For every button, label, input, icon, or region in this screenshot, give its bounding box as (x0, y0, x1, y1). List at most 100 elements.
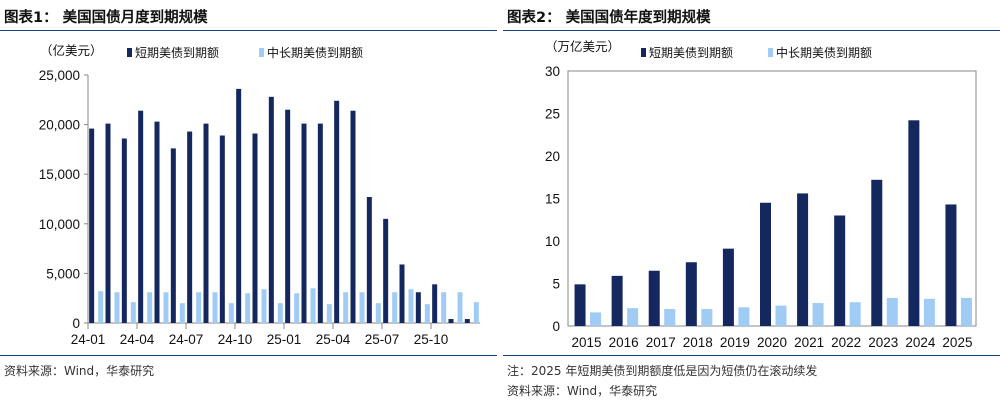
bar-long-term (277, 303, 283, 323)
bar-short-term (121, 138, 127, 323)
bar-long-term (849, 302, 861, 326)
title-rule (503, 30, 1000, 31)
y-tick-label: 15 (545, 192, 560, 207)
bar-long-term (310, 288, 316, 323)
y-tick-label: 10,000 (39, 217, 80, 232)
bar-long-term (130, 302, 136, 323)
legend-label-long-term: 中长期美债到期额 (267, 45, 363, 60)
y-tick-label: 25 (545, 107, 560, 122)
y-tick-label: 10 (545, 234, 560, 249)
bar-short-term (722, 248, 734, 326)
bar-short-term (285, 109, 291, 323)
x-tick-label: 2023 (868, 335, 898, 350)
bar-short-term (648, 270, 660, 326)
bar-short-term (366, 197, 372, 323)
x-tick-label: 2021 (794, 335, 824, 350)
bar-short-term (399, 264, 405, 323)
x-tick-label: 2018 (683, 335, 713, 350)
bar-long-term (228, 303, 234, 323)
bar-short-term (448, 319, 454, 323)
bar-short-term (219, 135, 225, 323)
x-tick-label: 2019 (720, 335, 750, 350)
bar-short-term (797, 193, 809, 326)
y-tick-label: 5 (552, 277, 560, 292)
bar-short-term (187, 131, 193, 323)
bar-long-term (441, 292, 447, 323)
y-tick-label: 30 (545, 64, 560, 79)
bar-long-term (392, 292, 398, 323)
y-axis-unit: （万亿美元） (545, 39, 620, 54)
bar-short-term (317, 123, 323, 323)
bar-long-term (147, 292, 153, 323)
x-tick-label: 25-10 (414, 332, 449, 347)
bar-long-term (590, 312, 602, 326)
x-tick-label: 24-07 (169, 332, 204, 347)
bar-short-term (945, 204, 957, 326)
bar-long-term (163, 292, 169, 323)
monthly-maturity-chart: （亿美元） 短期美债到期额 中长期美债到期额 0 5,000 10,000 15,000 20… (39, 43, 480, 347)
x-tick-label: 24-10 (218, 332, 253, 347)
bar-short-term (685, 262, 697, 326)
x-tick-label: 2020 (757, 335, 787, 350)
source-rule (503, 355, 1000, 356)
legend-label-short-term: 短期美债到期额 (649, 46, 733, 60)
bar-long-term (294, 293, 300, 323)
bar-long-term (627, 308, 639, 326)
bar-short-term (611, 275, 623, 326)
bar-long-term (424, 304, 430, 323)
bar-short-term (760, 202, 771, 326)
bar-short-term (138, 110, 144, 323)
bar-short-term (432, 284, 438, 323)
bar-short-term (89, 128, 95, 323)
legend-swatch-long-term (768, 48, 773, 57)
y-tick-label: 15,000 (39, 167, 80, 182)
bar-long-term (326, 304, 332, 323)
legend-swatch-long-term (259, 48, 264, 57)
bar-long-term (701, 309, 713, 326)
bar-long-term (812, 303, 824, 326)
bar-short-term (574, 284, 586, 326)
bar-short-term (203, 123, 209, 323)
source-note: 资料来源：Wind，华泰研究 (4, 364, 155, 378)
y-tick-label: 5,000 (46, 266, 80, 281)
bar-long-term (196, 292, 202, 323)
bar-long-term (923, 298, 935, 326)
bar-short-term (236, 88, 242, 323)
y-tick-label: 25,000 (39, 68, 80, 83)
bar-short-term (105, 123, 111, 323)
legend-swatch-short-term (127, 48, 132, 57)
bar-short-term (268, 96, 274, 323)
bar-short-term (350, 110, 356, 323)
figure-title: 图表2： 美国国债年度到期规模 (507, 10, 711, 26)
x-tick-label: 2025 (942, 335, 972, 350)
bar-long-term (114, 292, 120, 323)
y-tick-label: 20,000 (39, 118, 80, 133)
y-tick-label: 0 (552, 319, 560, 334)
footnote: 注：2025 年短期美债到期额度低是因为短债仍在滚动续发 (507, 364, 818, 378)
bar-long-term (375, 303, 381, 323)
bar-short-term (383, 218, 389, 323)
bar-short-term (154, 121, 160, 324)
bar-short-term (334, 100, 340, 324)
y-tick-label: 0 (72, 316, 80, 331)
bar-short-term (464, 319, 470, 323)
bar-long-term (359, 292, 365, 323)
bar-long-term (457, 292, 463, 323)
x-tick-label: 2022 (831, 335, 861, 350)
x-tick-label: 25-01 (267, 332, 302, 347)
y-tick-label: 20 (545, 149, 560, 164)
figure-title: 图表1： 美国国债月度到期规模 (4, 10, 208, 26)
bar-long-term (775, 305, 787, 326)
bar-short-term (252, 133, 258, 323)
legend-swatch-short-term (641, 48, 646, 57)
monthly-maturity-panel: 图表1： 美国国债月度到期规模 （亿美元） 短期美债到期额 中长期美债到期额 0 5,0… (0, 0, 497, 405)
x-tick-label: 24-04 (120, 332, 155, 347)
x-tick-label: 25-07 (365, 332, 400, 347)
x-tick-label: 2016 (609, 335, 639, 350)
legend-label-long-term: 中长期美债到期额 (776, 45, 872, 60)
bar-long-term (960, 297, 972, 326)
bar-long-term (179, 303, 185, 323)
source-note: 资料来源：Wind，华泰研究 (507, 384, 658, 398)
bar-long-term (212, 292, 218, 323)
bar-long-term (343, 292, 349, 323)
